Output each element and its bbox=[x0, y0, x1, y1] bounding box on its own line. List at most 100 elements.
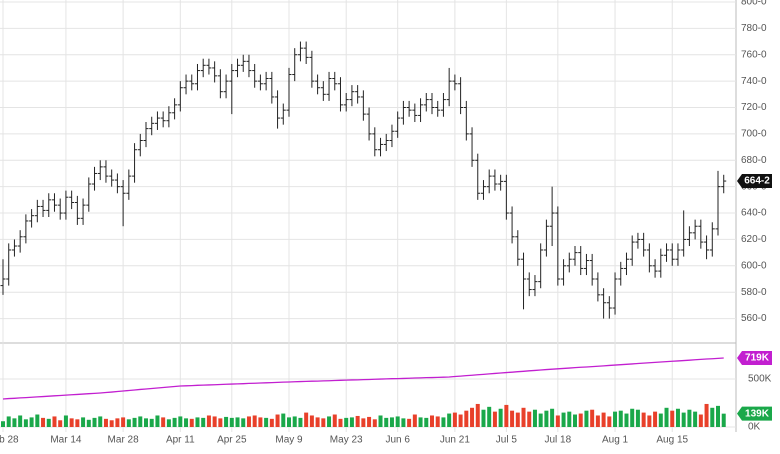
x-tick-label: Aug 15 bbox=[656, 435, 688, 446]
volume-bar bbox=[144, 418, 148, 427]
volume-bar bbox=[258, 417, 263, 427]
volume-bar bbox=[155, 415, 160, 427]
y-tick-label: 760-0 bbox=[741, 49, 767, 60]
volume-bar bbox=[81, 417, 86, 427]
volume-bar bbox=[98, 416, 103, 427]
volume-bar bbox=[389, 417, 394, 427]
volume-bar bbox=[424, 417, 429, 427]
volume-bar bbox=[475, 403, 480, 427]
volume-bar bbox=[378, 415, 383, 427]
volume-bar bbox=[601, 412, 606, 427]
volume-bar bbox=[618, 410, 623, 427]
volume-bar bbox=[555, 415, 560, 427]
x-tick-label: Apr 25 bbox=[217, 435, 247, 446]
volume-bar bbox=[407, 418, 412, 427]
volume-bar bbox=[544, 410, 549, 427]
volume-bar bbox=[635, 409, 640, 427]
x-tick-label: Aug 1 bbox=[602, 435, 629, 446]
volume-bar bbox=[704, 403, 709, 427]
y-tick-label: 580-0 bbox=[741, 287, 767, 298]
volume-bar bbox=[361, 418, 366, 427]
volume-bar bbox=[401, 418, 406, 427]
volume-bar bbox=[315, 417, 320, 427]
x-tick-label: May 9 bbox=[275, 435, 303, 446]
volume-bar bbox=[430, 415, 434, 427]
volume-bar bbox=[412, 414, 417, 427]
volume-bar bbox=[595, 415, 600, 427]
volume-bar bbox=[470, 407, 475, 427]
x-tick-label: Apr 11 bbox=[166, 435, 195, 446]
volume-bar bbox=[372, 419, 377, 427]
volume-bar bbox=[309, 415, 314, 427]
x-tick-label: Jul 18 bbox=[544, 435, 571, 446]
volume-bar bbox=[607, 416, 612, 427]
volume-bar bbox=[521, 407, 526, 427]
volume-bar bbox=[458, 414, 463, 427]
volume-bar bbox=[23, 419, 28, 427]
volume-bar bbox=[441, 417, 446, 427]
volume-bar bbox=[184, 418, 189, 427]
volume-bar bbox=[201, 417, 206, 427]
volume-bar bbox=[504, 404, 509, 427]
volume-bar bbox=[527, 411, 532, 427]
volume-label: 139K bbox=[745, 408, 770, 419]
volume-bar bbox=[344, 417, 349, 427]
volume-bar bbox=[206, 415, 211, 427]
x-tick-label: Jun 6 bbox=[385, 435, 410, 446]
volume-bar bbox=[338, 418, 343, 427]
volume-bar bbox=[241, 418, 246, 427]
y-tick-label: 740-0 bbox=[741, 76, 767, 87]
x-tick-label: May 23 bbox=[330, 435, 363, 446]
volume-bar bbox=[35, 414, 40, 427]
volume-bar bbox=[332, 414, 337, 427]
x-tick-label: Jul 5 bbox=[496, 435, 518, 446]
y-tick-label: 640-0 bbox=[741, 208, 767, 219]
volume-bar bbox=[716, 405, 720, 427]
volume-bar bbox=[670, 410, 675, 427]
volume-bar bbox=[355, 415, 360, 427]
y-tick-label: 780-0 bbox=[741, 23, 767, 34]
volume-bar bbox=[52, 416, 57, 427]
volume-bar bbox=[166, 419, 171, 427]
y-tick-label: 800-0 bbox=[741, 0, 767, 8]
x-tick-label: Mar 28 bbox=[108, 435, 140, 446]
y-tick-label: 680-0 bbox=[741, 155, 767, 166]
volume-bar bbox=[492, 411, 497, 427]
y-tick-label: 700-0 bbox=[741, 129, 767, 140]
volume-bar bbox=[447, 413, 452, 427]
volume-bar bbox=[275, 414, 280, 427]
last-price-badge bbox=[737, 174, 772, 189]
volume-bar bbox=[687, 409, 692, 427]
volume-bar bbox=[664, 407, 669, 427]
volume-bar bbox=[281, 413, 286, 427]
x-tick-label: Mar 14 bbox=[50, 435, 82, 446]
volume-bar bbox=[172, 417, 177, 427]
volume-bar bbox=[321, 418, 326, 427]
open-interest-badge bbox=[737, 350, 772, 365]
volume-bar bbox=[161, 417, 166, 427]
volume-bar bbox=[613, 411, 618, 427]
volume-bar bbox=[264, 417, 269, 427]
volume-bar bbox=[269, 418, 274, 427]
volume-bar bbox=[69, 418, 74, 427]
x-tick-label: Feb 28 bbox=[0, 435, 19, 446]
volume-bar bbox=[464, 410, 469, 427]
volume-bar bbox=[1, 421, 5, 427]
x-tick-label: Jun 21 bbox=[440, 435, 470, 446]
volume-badge bbox=[737, 406, 772, 421]
open-interest-line bbox=[2, 357, 724, 400]
volume-bar bbox=[349, 417, 354, 427]
volume-bar bbox=[126, 419, 131, 427]
volume-bar bbox=[510, 410, 515, 427]
volume-bar bbox=[218, 418, 223, 427]
volume-bar bbox=[498, 408, 503, 427]
volume-bar bbox=[721, 413, 726, 427]
volume-bar bbox=[109, 420, 114, 427]
volume-bar bbox=[630, 408, 635, 427]
volume-bar bbox=[92, 417, 97, 427]
volume-bar bbox=[395, 416, 400, 427]
volume-bar bbox=[149, 418, 154, 427]
volume-bar bbox=[235, 417, 240, 427]
volume-bar bbox=[86, 419, 91, 427]
